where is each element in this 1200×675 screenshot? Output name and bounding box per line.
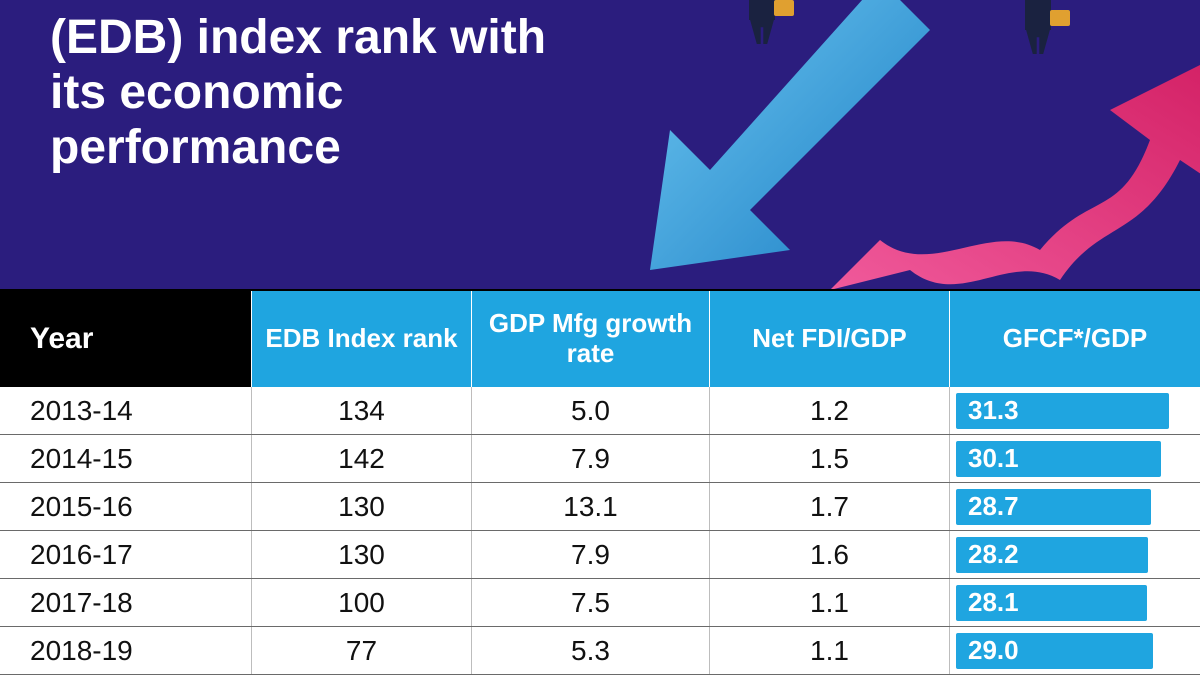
gfcf-bar: 28.7 <box>956 489 1151 525</box>
header-title: (EDB) index rank with its economic perfo… <box>0 0 600 176</box>
cell-gdp-mfg: 7.9 <box>472 435 710 482</box>
cell-gdp-mfg: 7.9 <box>472 531 710 578</box>
businessman-figure-icon <box>740 0 784 50</box>
cell-year: 2016-17 <box>0 531 252 578</box>
column-header-edb: EDB Index rank <box>252 291 472 387</box>
businessman-figure-icon <box>1016 0 1060 60</box>
data-table: Year EDB Index rank GDP Mfg growth rate … <box>0 289 1200 675</box>
cell-gdp-mfg: 13.1 <box>472 483 710 530</box>
cell-gdp-mfg: 7.5 <box>472 579 710 626</box>
gfcf-bar: 28.1 <box>956 585 1147 621</box>
column-header-year: Year <box>0 291 252 387</box>
table-row: 2015-1613013.11.728.7 <box>0 483 1200 531</box>
gfcf-bar: 30.1 <box>956 441 1161 477</box>
header-graphic <box>580 0 1200 289</box>
table-row: 2017-181007.51.128.1 <box>0 579 1200 627</box>
infographic-container: (EDB) index rank with its economic perfo… <box>0 0 1200 675</box>
cell-gdp-mfg: 5.0 <box>472 387 710 434</box>
column-header-fdi: Net FDI/GDP <box>710 291 950 387</box>
cell-gdp-mfg: 5.3 <box>472 627 710 674</box>
cell-edb: 130 <box>252 531 472 578</box>
arrow-up-pink-icon <box>810 0 1200 289</box>
cell-year: 2013-14 <box>0 387 252 434</box>
cell-edb: 142 <box>252 435 472 482</box>
cell-fdi: 1.1 <box>710 627 950 674</box>
cell-gfcf: 29.0 <box>950 627 1200 674</box>
cell-year: 2018-19 <box>0 627 252 674</box>
cell-year: 2014-15 <box>0 435 252 482</box>
cell-gfcf: 31.3 <box>950 387 1200 434</box>
header-banner: (EDB) index rank with its economic perfo… <box>0 0 1200 289</box>
gfcf-bar: 29.0 <box>956 633 1153 669</box>
gfcf-bar: 31.3 <box>956 393 1169 429</box>
cell-edb: 100 <box>252 579 472 626</box>
cell-edb: 134 <box>252 387 472 434</box>
table-row: 2014-151427.91.530.1 <box>0 435 1200 483</box>
cell-year: 2017-18 <box>0 579 252 626</box>
cell-edb: 130 <box>252 483 472 530</box>
cell-gfcf: 30.1 <box>950 435 1200 482</box>
cell-gfcf: 28.2 <box>950 531 1200 578</box>
cell-gfcf: 28.1 <box>950 579 1200 626</box>
table-row: 2013-141345.01.231.3 <box>0 387 1200 435</box>
column-header-gdp-mfg: GDP Mfg growth rate <box>472 291 710 387</box>
cell-fdi: 1.5 <box>710 435 950 482</box>
table-body: 2013-141345.01.231.32014-151427.91.530.1… <box>0 387 1200 675</box>
column-header-gfcf: GFCF*/GDP <box>950 291 1200 387</box>
cell-fdi: 1.1 <box>710 579 950 626</box>
cell-fdi: 1.2 <box>710 387 950 434</box>
cell-edb: 77 <box>252 627 472 674</box>
table-row: 2016-171307.91.628.2 <box>0 531 1200 579</box>
table-row: 2018-19775.31.129.0 <box>0 627 1200 675</box>
gfcf-bar: 28.2 <box>956 537 1148 573</box>
cell-gfcf: 28.7 <box>950 483 1200 530</box>
cell-fdi: 1.6 <box>710 531 950 578</box>
cell-year: 2015-16 <box>0 483 252 530</box>
table-header-row: Year EDB Index rank GDP Mfg growth rate … <box>0 291 1200 387</box>
cell-fdi: 1.7 <box>710 483 950 530</box>
